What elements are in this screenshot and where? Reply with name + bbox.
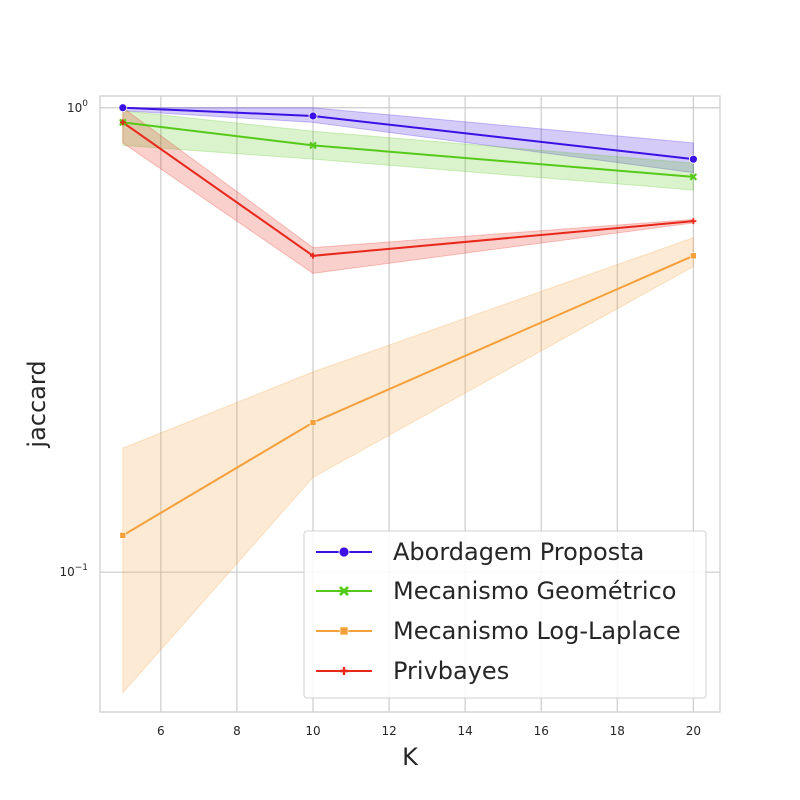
legend-marker	[339, 626, 349, 636]
confidence-bands	[122, 106, 694, 695]
legend-item: Mecanismo Log-Laplace	[316, 617, 681, 645]
point-mecanismo-geometrico	[689, 173, 698, 181]
point-abordagem-proposta	[308, 111, 318, 121]
y-axis-label: jaccard	[23, 360, 51, 448]
band-mecanismo-log-laplace	[122, 237, 694, 695]
legend-marker	[340, 667, 348, 675]
x-tick-label: 16	[534, 724, 549, 738]
x-tick-label: 20	[686, 724, 701, 738]
legend-label: Mecanismo Geométrico	[393, 577, 676, 605]
x-tick-label: 12	[381, 724, 396, 738]
x-tick-label: 8	[233, 724, 241, 738]
legend-label: Privbayes	[393, 657, 509, 685]
legend-item: Mecanismo Geométrico	[316, 577, 676, 605]
x-axis-label: K	[402, 743, 419, 771]
legend-marker	[338, 546, 350, 558]
legend-label: Mecanismo Log-Laplace	[393, 617, 681, 645]
point-mecanismo-log-laplace	[119, 532, 127, 539]
point-mecanismo-log-laplace	[690, 252, 697, 260]
point-abordagem-proposta	[118, 103, 128, 113]
point-privbayes	[119, 119, 126, 126]
point-abordagem-proposta	[688, 154, 698, 164]
x-tick-label: 6	[157, 724, 165, 738]
point-mecanismo-log-laplace	[309, 419, 317, 426]
legend-label: Abordagem Proposta	[393, 538, 644, 566]
x-tick-labels: 6 8 10 12 14 16 18 20	[157, 724, 701, 738]
y-tick-labels: 100 10−1	[59, 99, 88, 579]
y-tick-label: 10−1	[59, 563, 88, 579]
plot-frame	[99, 95, 721, 713]
legend-item: Privbayes	[316, 657, 509, 685]
legend: Abordagem Proposta Mecanismo Geométrico Me…	[303, 530, 707, 699]
legend-item: Abordagem Proposta	[316, 538, 644, 566]
legend-frame	[303, 530, 707, 699]
x-tick-label: 18	[610, 724, 625, 738]
y-tick-label: 100	[67, 99, 88, 115]
point-privbayes	[690, 218, 697, 225]
band-mecanismo-geometrico	[122, 110, 694, 191]
x-tick-label: 14	[458, 724, 473, 738]
point-privbayes	[310, 252, 317, 259]
point-mecanismo-geometrico	[309, 141, 317, 150]
x-tick-label: 10	[305, 724, 320, 738]
series-markers	[118, 103, 698, 539]
legend-marker	[339, 586, 349, 596]
